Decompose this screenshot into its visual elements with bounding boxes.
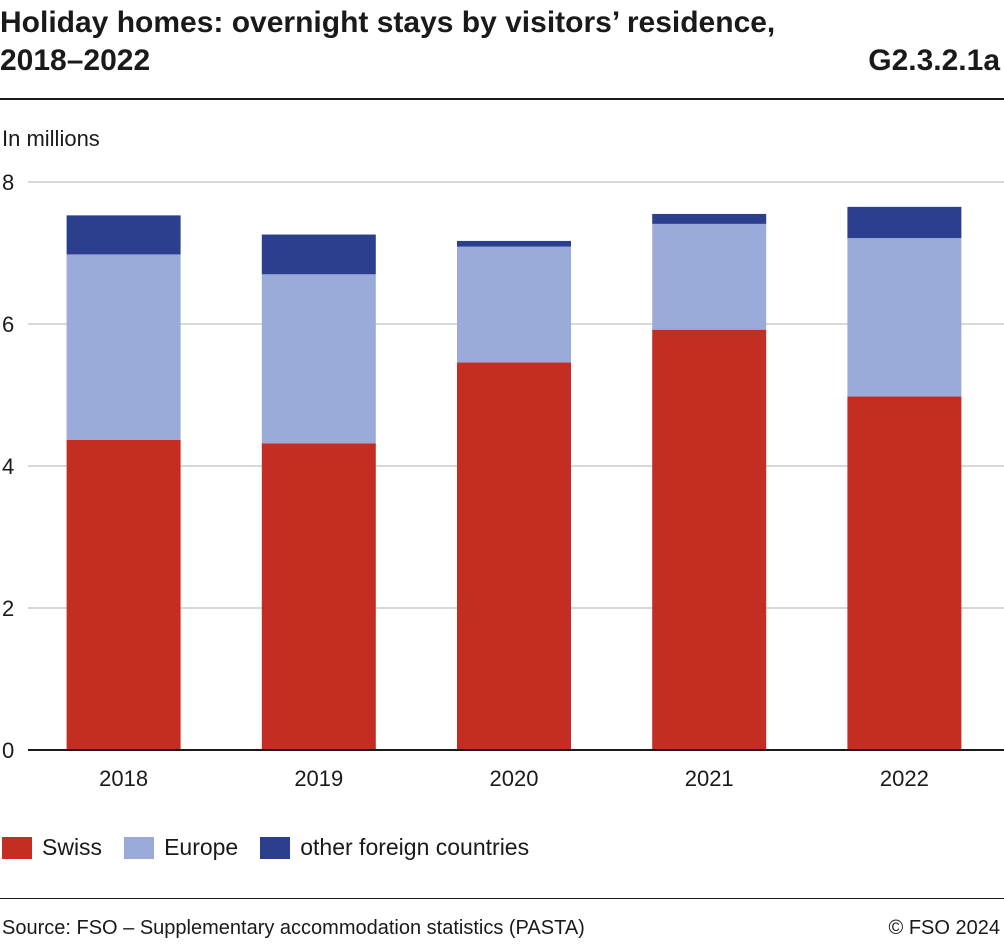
bar-2018-europe xyxy=(66,254,181,440)
x-tick-label-2018: 2018 xyxy=(99,766,148,791)
bar-2018-other-foreign-countries xyxy=(66,215,181,255)
bar-2019-other-foreign-countries xyxy=(261,234,376,275)
bar-2019-europe xyxy=(261,274,376,444)
y-tick-label-8: 8 xyxy=(2,170,14,195)
legend-label-other-foreign-countries: other foreign countries xyxy=(300,834,530,860)
y-axis-unit-label: In millions xyxy=(2,126,100,151)
source-note: Source: FSO – Supplementary accommodatio… xyxy=(2,917,585,939)
y-tick-label-2: 2 xyxy=(2,596,14,621)
chart-code: G2.3.2.1a xyxy=(868,44,1000,77)
bar-2022-europe xyxy=(847,238,962,397)
legend-label-swiss: Swiss xyxy=(42,834,103,860)
x-tick-label-2020: 2020 xyxy=(490,766,539,791)
bar-2020-europe xyxy=(457,246,571,363)
stacked-bar-chart: 0 2 4 6 8 2018 2019 2020 2021 2022 xyxy=(2,170,1004,791)
bar-2018-swiss xyxy=(66,439,181,750)
bar-2020-swiss xyxy=(457,362,571,750)
x-tick-label-2021: 2021 xyxy=(685,766,734,791)
legend-item-other-foreign-countries: other foreign countries xyxy=(260,834,529,861)
header-divider xyxy=(0,98,1004,100)
legend-swatch-europe xyxy=(124,836,155,859)
legend-item-swiss: Swiss xyxy=(2,834,102,861)
bar-2020-other-foreign-countries xyxy=(457,240,571,247)
x-tick-label-2022: 2022 xyxy=(880,766,929,791)
bar-2021-europe xyxy=(652,223,767,330)
y-tick-label-4: 4 xyxy=(2,454,14,479)
x-tick-label-2019: 2019 xyxy=(294,766,343,791)
legend-label-europe: Europe xyxy=(164,834,239,860)
bar-2019-swiss xyxy=(261,443,376,750)
bar-2021-swiss xyxy=(652,329,767,750)
bar-2021-other-foreign-countries xyxy=(652,213,767,224)
bar-2022-other-foreign-countries xyxy=(847,206,962,239)
y-tick-label-6: 6 xyxy=(2,312,14,337)
bar-2022-swiss xyxy=(847,396,962,750)
legend-item-europe: Europe xyxy=(124,834,238,861)
y-tick-label-0: 0 xyxy=(2,738,14,763)
legend-swatch-other-foreign-countries xyxy=(260,836,291,859)
legend: Swiss Europe other foreign countries xyxy=(2,834,551,861)
chart-title: Holiday homes: overnight stays by visito… xyxy=(0,6,776,77)
copyright-note: © FSO 2024 xyxy=(888,917,1000,939)
legend-swatch-swiss xyxy=(2,836,32,859)
footer-divider xyxy=(0,898,1004,899)
